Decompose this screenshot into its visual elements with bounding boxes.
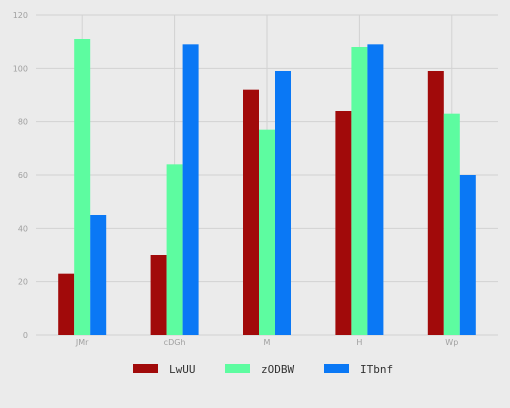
bar-LwUU-M <box>243 89 259 336</box>
bar-LwUU-JMr <box>58 273 75 335</box>
y-tick-label: 100 <box>13 64 28 73</box>
bar-LwUU-H <box>335 111 352 335</box>
x-tick-label: cDGh <box>164 338 186 347</box>
bar-zODBW-cDGh <box>166 164 183 335</box>
bar-zODBW-JMr <box>74 39 91 335</box>
legend-label: ITbnf <box>360 363 393 376</box>
bar-ITbnf-M <box>275 71 291 335</box>
y-tick-label: 20 <box>18 278 28 287</box>
bar-zODBW-H <box>351 47 368 335</box>
bar-ITbnf-cDGh <box>182 44 199 335</box>
legend-swatch <box>133 364 158 373</box>
y-axis-ticks: 0 20 40 60 80 100 120 <box>13 11 28 340</box>
legend-item-zODBW: zODBW <box>225 363 294 376</box>
x-tick-label: M <box>264 338 271 347</box>
legend-label: zODBW <box>261 363 294 376</box>
bar-ITbnf-JMr <box>90 215 107 335</box>
x-tick-label: H <box>356 338 362 347</box>
legend-item-ITbnf: ITbnf <box>324 363 393 376</box>
y-tick-label: 40 <box>18 224 28 233</box>
legend-label: LwUU <box>169 363 196 376</box>
legend: LwUU zODBW ITbnf <box>133 363 393 376</box>
x-tick-label: Wp <box>445 338 458 347</box>
bar-LwUU-cDGh <box>150 255 167 335</box>
y-tick-label: 60 <box>18 171 28 180</box>
legend-item-LwUU: LwUU <box>133 363 196 376</box>
bar-ITbnf-Wp <box>459 175 476 335</box>
bars <box>58 39 476 336</box>
legend-swatch <box>225 364 250 373</box>
x-axis-ticks: JMr cDGh M H Wp <box>75 338 458 347</box>
bar-zODBW-Wp <box>443 113 460 336</box>
bar-ITbnf-H <box>367 44 384 335</box>
legend-swatch <box>324 364 349 373</box>
bar-zODBW-M <box>259 129 275 335</box>
x-tick-label: JMr <box>75 338 89 347</box>
y-tick-label: 120 <box>13 11 28 20</box>
y-tick-label: 80 <box>18 118 28 127</box>
bar-LwUU-Wp <box>427 71 444 335</box>
y-tick-label: 0 <box>23 331 28 340</box>
